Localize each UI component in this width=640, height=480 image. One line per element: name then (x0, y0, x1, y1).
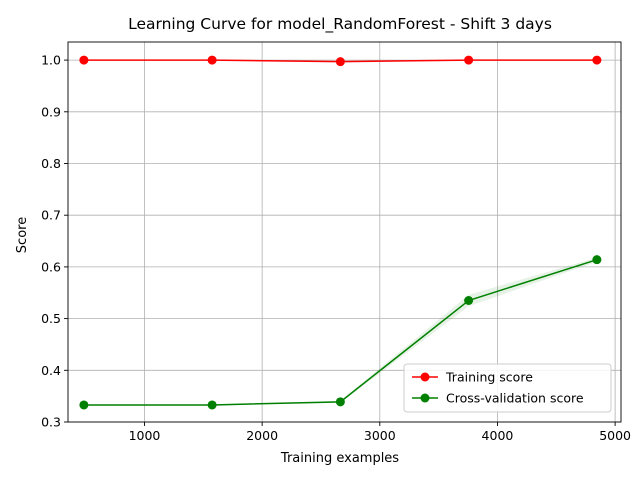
x-tick-label: 3000 (364, 428, 396, 443)
data-point (335, 57, 345, 67)
legend-label: Cross-validation score (446, 391, 584, 406)
x-tick-label: 1000 (129, 428, 161, 443)
y-tick-label: 1.0 (41, 53, 61, 68)
y-tick-label: 0.4 (41, 363, 61, 378)
x-tick-label: 2000 (246, 428, 278, 443)
y-tick-label: 0.7 (41, 208, 61, 223)
data-point (79, 55, 89, 65)
data-point (79, 400, 89, 410)
axes-frame (67, 41, 622, 423)
data-point (464, 55, 474, 65)
data-point (335, 397, 345, 407)
y-tick-label: 0.9 (41, 104, 61, 119)
x-tick-label: 4000 (482, 428, 514, 443)
legend-box (403, 363, 612, 413)
y-tick-label: 0.8 (41, 156, 61, 171)
y-axis-label: Score (15, 217, 30, 253)
data-point (592, 55, 602, 65)
data-point (464, 296, 474, 306)
data-point (592, 255, 602, 265)
plot-area: 1000 2000 3000 4000 5000 0.3 0.4 0.5 0.6 0.7 0.8 0.… (41, 41, 631, 443)
y-tick-label: 0.3 (41, 415, 61, 430)
legend-marker (420, 393, 430, 403)
chart-title: Learning Curve for model_RandomForest - … (128, 15, 552, 34)
data-point (207, 400, 217, 410)
x-axis-label: Training examples (280, 451, 399, 466)
y-tick-label: 0.6 (41, 259, 61, 274)
legend-label: Training score (445, 370, 533, 385)
legend-marker (420, 372, 430, 382)
data-point (207, 55, 217, 65)
y-tick-label: 0.5 (41, 311, 61, 326)
x-tick-label: 5000 (599, 428, 631, 443)
legend: Training score Cross-validation score (403, 363, 612, 413)
